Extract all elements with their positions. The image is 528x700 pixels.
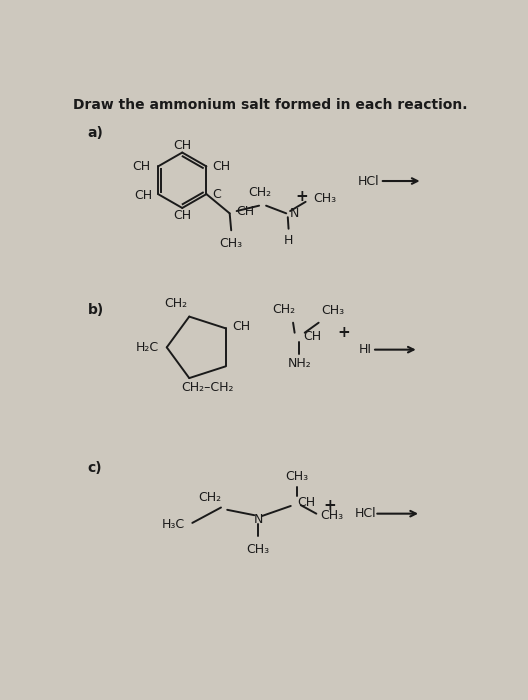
Text: CH₃: CH₃ [320, 509, 343, 522]
Text: b): b) [88, 304, 104, 318]
Text: CH: CH [213, 160, 231, 173]
Text: CH: CH [173, 139, 191, 152]
Text: +: + [295, 189, 308, 204]
Text: H₃C: H₃C [162, 518, 185, 531]
Text: +: + [323, 498, 336, 514]
Text: CH₂: CH₂ [165, 297, 187, 309]
Text: CH₃: CH₃ [247, 543, 270, 556]
Text: CH: CH [132, 160, 150, 173]
Text: CH: CH [236, 204, 254, 218]
Text: CH₂–CH₂: CH₂–CH₂ [181, 382, 234, 395]
Text: N: N [253, 512, 263, 526]
Text: C: C [213, 188, 221, 201]
Text: HCl: HCl [354, 508, 376, 520]
Text: CH₂: CH₂ [272, 303, 295, 316]
Text: CH₂: CH₂ [198, 491, 221, 505]
Text: H: H [284, 234, 293, 247]
Text: CH₃: CH₃ [286, 470, 308, 483]
Text: a): a) [88, 126, 103, 140]
Text: Draw the ammonium salt formed in each reaction.: Draw the ammonium salt formed in each re… [73, 98, 468, 112]
Text: NH₂: NH₂ [287, 356, 311, 370]
Text: CH₃: CH₃ [220, 237, 243, 250]
Text: CH: CH [303, 330, 321, 343]
Text: CH₃: CH₃ [313, 193, 336, 205]
Text: N: N [289, 207, 299, 220]
Text: CH: CH [232, 319, 250, 332]
Text: CH₃: CH₃ [321, 304, 344, 316]
Text: H₂C: H₂C [136, 341, 159, 354]
Text: CH: CH [134, 189, 152, 202]
Text: CH₂: CH₂ [248, 186, 271, 199]
Text: CH: CH [173, 209, 191, 222]
Text: c): c) [88, 461, 102, 475]
Text: HI: HI [359, 343, 372, 356]
Text: +: + [337, 326, 350, 340]
Text: CH: CH [298, 496, 316, 509]
Text: HCl: HCl [358, 174, 380, 188]
